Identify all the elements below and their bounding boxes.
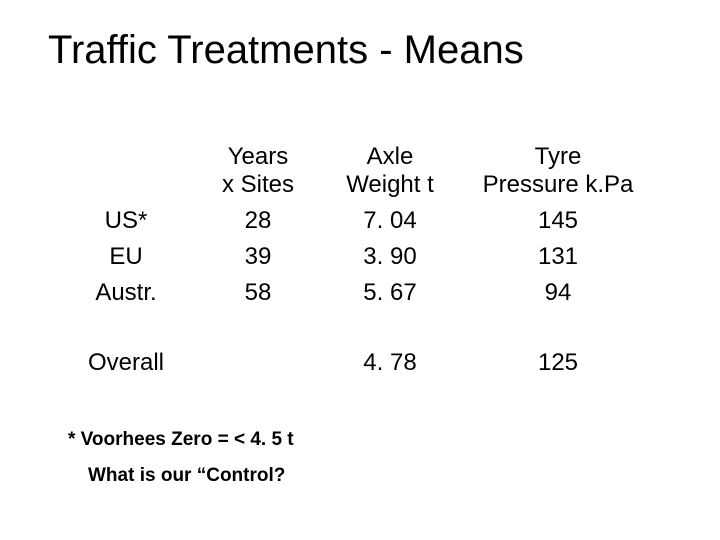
spacer-row (60, 311, 660, 345)
means-table: Years x Sites Axle Weight t Tyre Pressur… (60, 143, 660, 381)
cell-overall-years (192, 345, 324, 381)
header-years-line1: Years (228, 143, 289, 170)
cell-austr-tyre: 94 (456, 275, 660, 311)
table-row-overall: Overall 4. 78 125 (60, 345, 660, 381)
header-tyre-line1: Tyre (535, 143, 582, 170)
table-row: EU 39 3. 90 131 (60, 239, 660, 275)
header-years: Years x Sites (192, 143, 324, 203)
subnote-control: What is our “Control? (88, 465, 680, 487)
page-title: Traffic Treatments - Means (48, 28, 680, 73)
cell-overall-tyre: 125 (456, 345, 660, 381)
header-blank (60, 143, 192, 203)
header-years-line2: x Sites (192, 171, 324, 199)
header-axle-line1: Axle (367, 143, 414, 170)
header-axle-line2: Weight t (324, 171, 456, 199)
cell-eu-tyre: 131 (456, 239, 660, 275)
header-axle: Axle Weight t (324, 143, 456, 203)
header-tyre: Tyre Pressure k.Pa (456, 143, 660, 203)
cell-us-years: 28 (192, 203, 324, 239)
footnote-voorhees: * Voorhees Zero = < 4. 5 t (68, 429, 680, 451)
row-label-us: US* (60, 203, 192, 239)
cell-austr-years: 58 (192, 275, 324, 311)
table-row: US* 28 7. 04 145 (60, 203, 660, 239)
table-header-row: Years x Sites Axle Weight t Tyre Pressur… (60, 143, 660, 203)
header-tyre-line2: Pressure k.Pa (456, 171, 660, 199)
cell-overall-axle: 4. 78 (324, 345, 456, 381)
cell-eu-axle: 3. 90 (324, 239, 456, 275)
cell-us-tyre: 145 (456, 203, 660, 239)
cell-eu-years: 39 (192, 239, 324, 275)
row-label-austr: Austr. (60, 275, 192, 311)
data-table-wrap: Years x Sites Axle Weight t Tyre Pressur… (40, 143, 680, 381)
cell-austr-axle: 5. 67 (324, 275, 456, 311)
row-label-overall: Overall (60, 345, 192, 381)
table-row: Austr. 58 5. 67 94 (60, 275, 660, 311)
row-label-eu: EU (60, 239, 192, 275)
cell-us-axle: 7. 04 (324, 203, 456, 239)
